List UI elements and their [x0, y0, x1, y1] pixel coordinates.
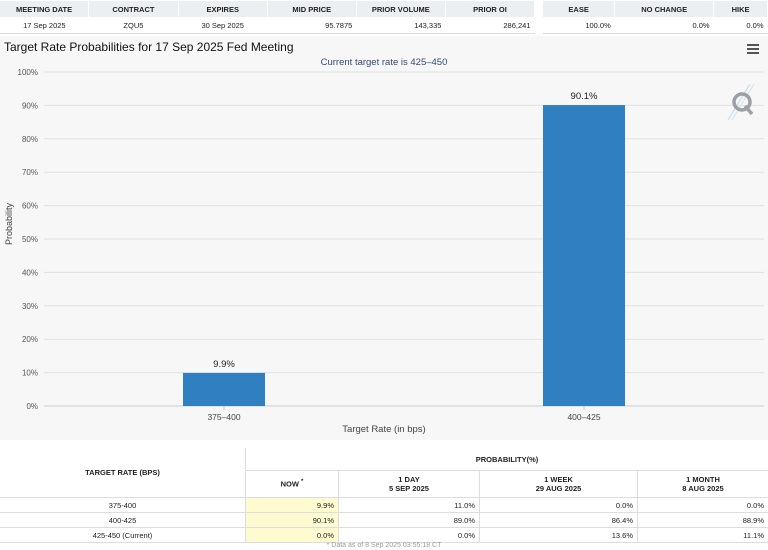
one-week-prob-cell: 13.6%: [479, 527, 638, 543]
one-day-prob-cell: 11.0%: [338, 497, 480, 513]
bar: [183, 372, 265, 406]
col-header-prior-volume: PRIOR VOLUME: [356, 1, 446, 17]
contract-value: ZQU5: [88, 17, 179, 34]
one-month-prob-cell: 11.1%: [637, 527, 768, 543]
y-tick-label: 30%: [22, 302, 38, 311]
now-prob-cell: 90.1%: [245, 512, 339, 528]
y-tick-label: 90%: [22, 101, 38, 110]
y-axis-label: Probability: [4, 202, 14, 245]
col-header-mid-price: MID PRICE: [267, 1, 357, 17]
grid-lines: [44, 71, 764, 407]
q-logo-icon: [727, 83, 755, 121]
one-month-prob-cell: 88.9%: [637, 512, 768, 528]
data-timestamp-footnote: * Data as of 8 Sep 2025 03:55:18 CT: [326, 542, 442, 549]
bar: [543, 105, 625, 406]
col-header-ease: EASE: [543, 1, 616, 17]
table-row: 100.0% 0.0% 0.0%: [543, 17, 768, 34]
chart-title: Target Rate Probabilities for 17 Sep 202…: [4, 40, 294, 54]
col-header-probability: PROBABILITY(%): [245, 448, 768, 471]
outcome-summary-table: EASE NO CHANGE HIKE 100.0% 0.0% 0.0%: [543, 1, 768, 34]
data-label: 90.1%: [571, 91, 598, 102]
now-prob-cell: 0.0%: [245, 527, 339, 543]
col-header-no-change: NO CHANGE: [614, 1, 715, 17]
y-tick-label: 100%: [18, 68, 38, 77]
table-row: 425-450 (Current) 0.0% 0.0% 13.6% 11.1%: [0, 527, 768, 543]
x-tick-label: 375–400: [207, 412, 240, 422]
prior-oi-value: 286,241: [445, 17, 535, 34]
y-tick-label: 20%: [22, 335, 38, 344]
table-row: 375-400 9.9% 11.0% 0.0% 0.0%: [0, 497, 768, 513]
y-tick-label: 10%: [22, 369, 38, 378]
y-axis-ticks: 0% 10% 20% 30% 40% 50% 60% 70% 80% 90% 100%: [18, 68, 38, 411]
ease-value: 100.0%: [543, 17, 615, 34]
y-tick-label: 40%: [22, 268, 38, 277]
col-header-contract: CONTRACT: [88, 1, 179, 17]
target-rate-cell: 425-450 (Current): [0, 527, 246, 543]
y-tick-label: 80%: [22, 135, 38, 144]
bars: 9.9% 90.1%: [183, 91, 625, 406]
target-rate-cell: 400-425: [0, 512, 246, 528]
contract-info-table: MEETING DATE CONTRACT EXPIRES MID PRICE …: [0, 1, 536, 34]
now-prob-cell: 9.9%: [245, 497, 339, 513]
hamburger-menu-icon[interactable]: [747, 44, 759, 54]
expires-value: 30 Sep 2025: [178, 17, 268, 34]
x-tick-label: 400–425: [567, 412, 600, 422]
x-axis-label: Target Rate (in bps): [342, 424, 425, 435]
table-row: 400-425 90.1% 89.0% 86.4% 88.9%: [0, 512, 768, 528]
col-header-1-day: 1 DAY 5 SEP 2025: [338, 470, 480, 498]
chart-subtitle: Current target rate is 425–450: [321, 57, 448, 68]
no-change-value: 0.0%: [614, 17, 714, 34]
one-week-prob-cell: 0.0%: [479, 497, 638, 513]
one-day-prob-cell: 0.0%: [338, 527, 480, 543]
col-header-1-week: 1 WEEK 29 AUG 2025: [479, 470, 638, 498]
x-axis-ticks: 375–400 400–425: [207, 406, 601, 422]
data-label: 9.9%: [213, 359, 235, 370]
col-header-1-month: 1 MONTH 8 AUG 2025: [637, 470, 768, 498]
probability-table: TARGET RATE (BPS) PROBABILITY(%) NOW * 1…: [0, 448, 768, 543]
col-header-target-rate: TARGET RATE (BPS): [0, 448, 246, 498]
col-header-expires: EXPIRES: [178, 1, 268, 17]
prior-volume-value: 143,335: [356, 17, 446, 34]
y-tick-label: 60%: [22, 202, 38, 211]
one-day-prob-cell: 89.0%: [338, 512, 480, 528]
col-header-now: NOW *: [245, 470, 339, 498]
meeting-date-value: 17 Sep 2025: [0, 17, 89, 34]
y-tick-label: 50%: [22, 235, 38, 244]
one-week-prob-cell: 86.4%: [479, 512, 638, 528]
one-month-prob-cell: 0.0%: [637, 497, 768, 513]
hike-value: 0.0%: [713, 17, 768, 34]
col-header-meeting-date: MEETING DATE: [0, 1, 90, 17]
target-rate-cell: 375-400: [0, 497, 246, 513]
col-header-prior-oi: PRIOR OI: [445, 1, 536, 17]
y-tick-label: 70%: [22, 168, 38, 177]
col-header-hike: HIKE: [713, 1, 768, 17]
y-tick-label: 0%: [26, 402, 38, 411]
mid-price-value: 95.7875: [267, 17, 357, 34]
chart-canvas: Target Rate Probabilities for 17 Sep 202…: [4, 40, 764, 435]
table-row: 17 Sep 2025 ZQU5 30 Sep 2025 95.7875 143…: [0, 17, 535, 34]
contract-info-bar: MEETING DATE CONTRACT EXPIRES MID PRICE …: [0, 0, 768, 34]
probability-chart: Target Rate Probabilities for 17 Sep 202…: [0, 36, 768, 440]
